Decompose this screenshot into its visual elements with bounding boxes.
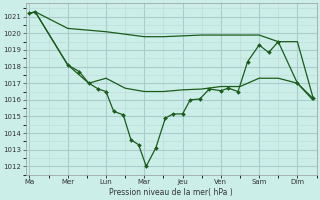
X-axis label: Pression niveau de la mer( hPa ): Pression niveau de la mer( hPa )	[109, 188, 233, 197]
